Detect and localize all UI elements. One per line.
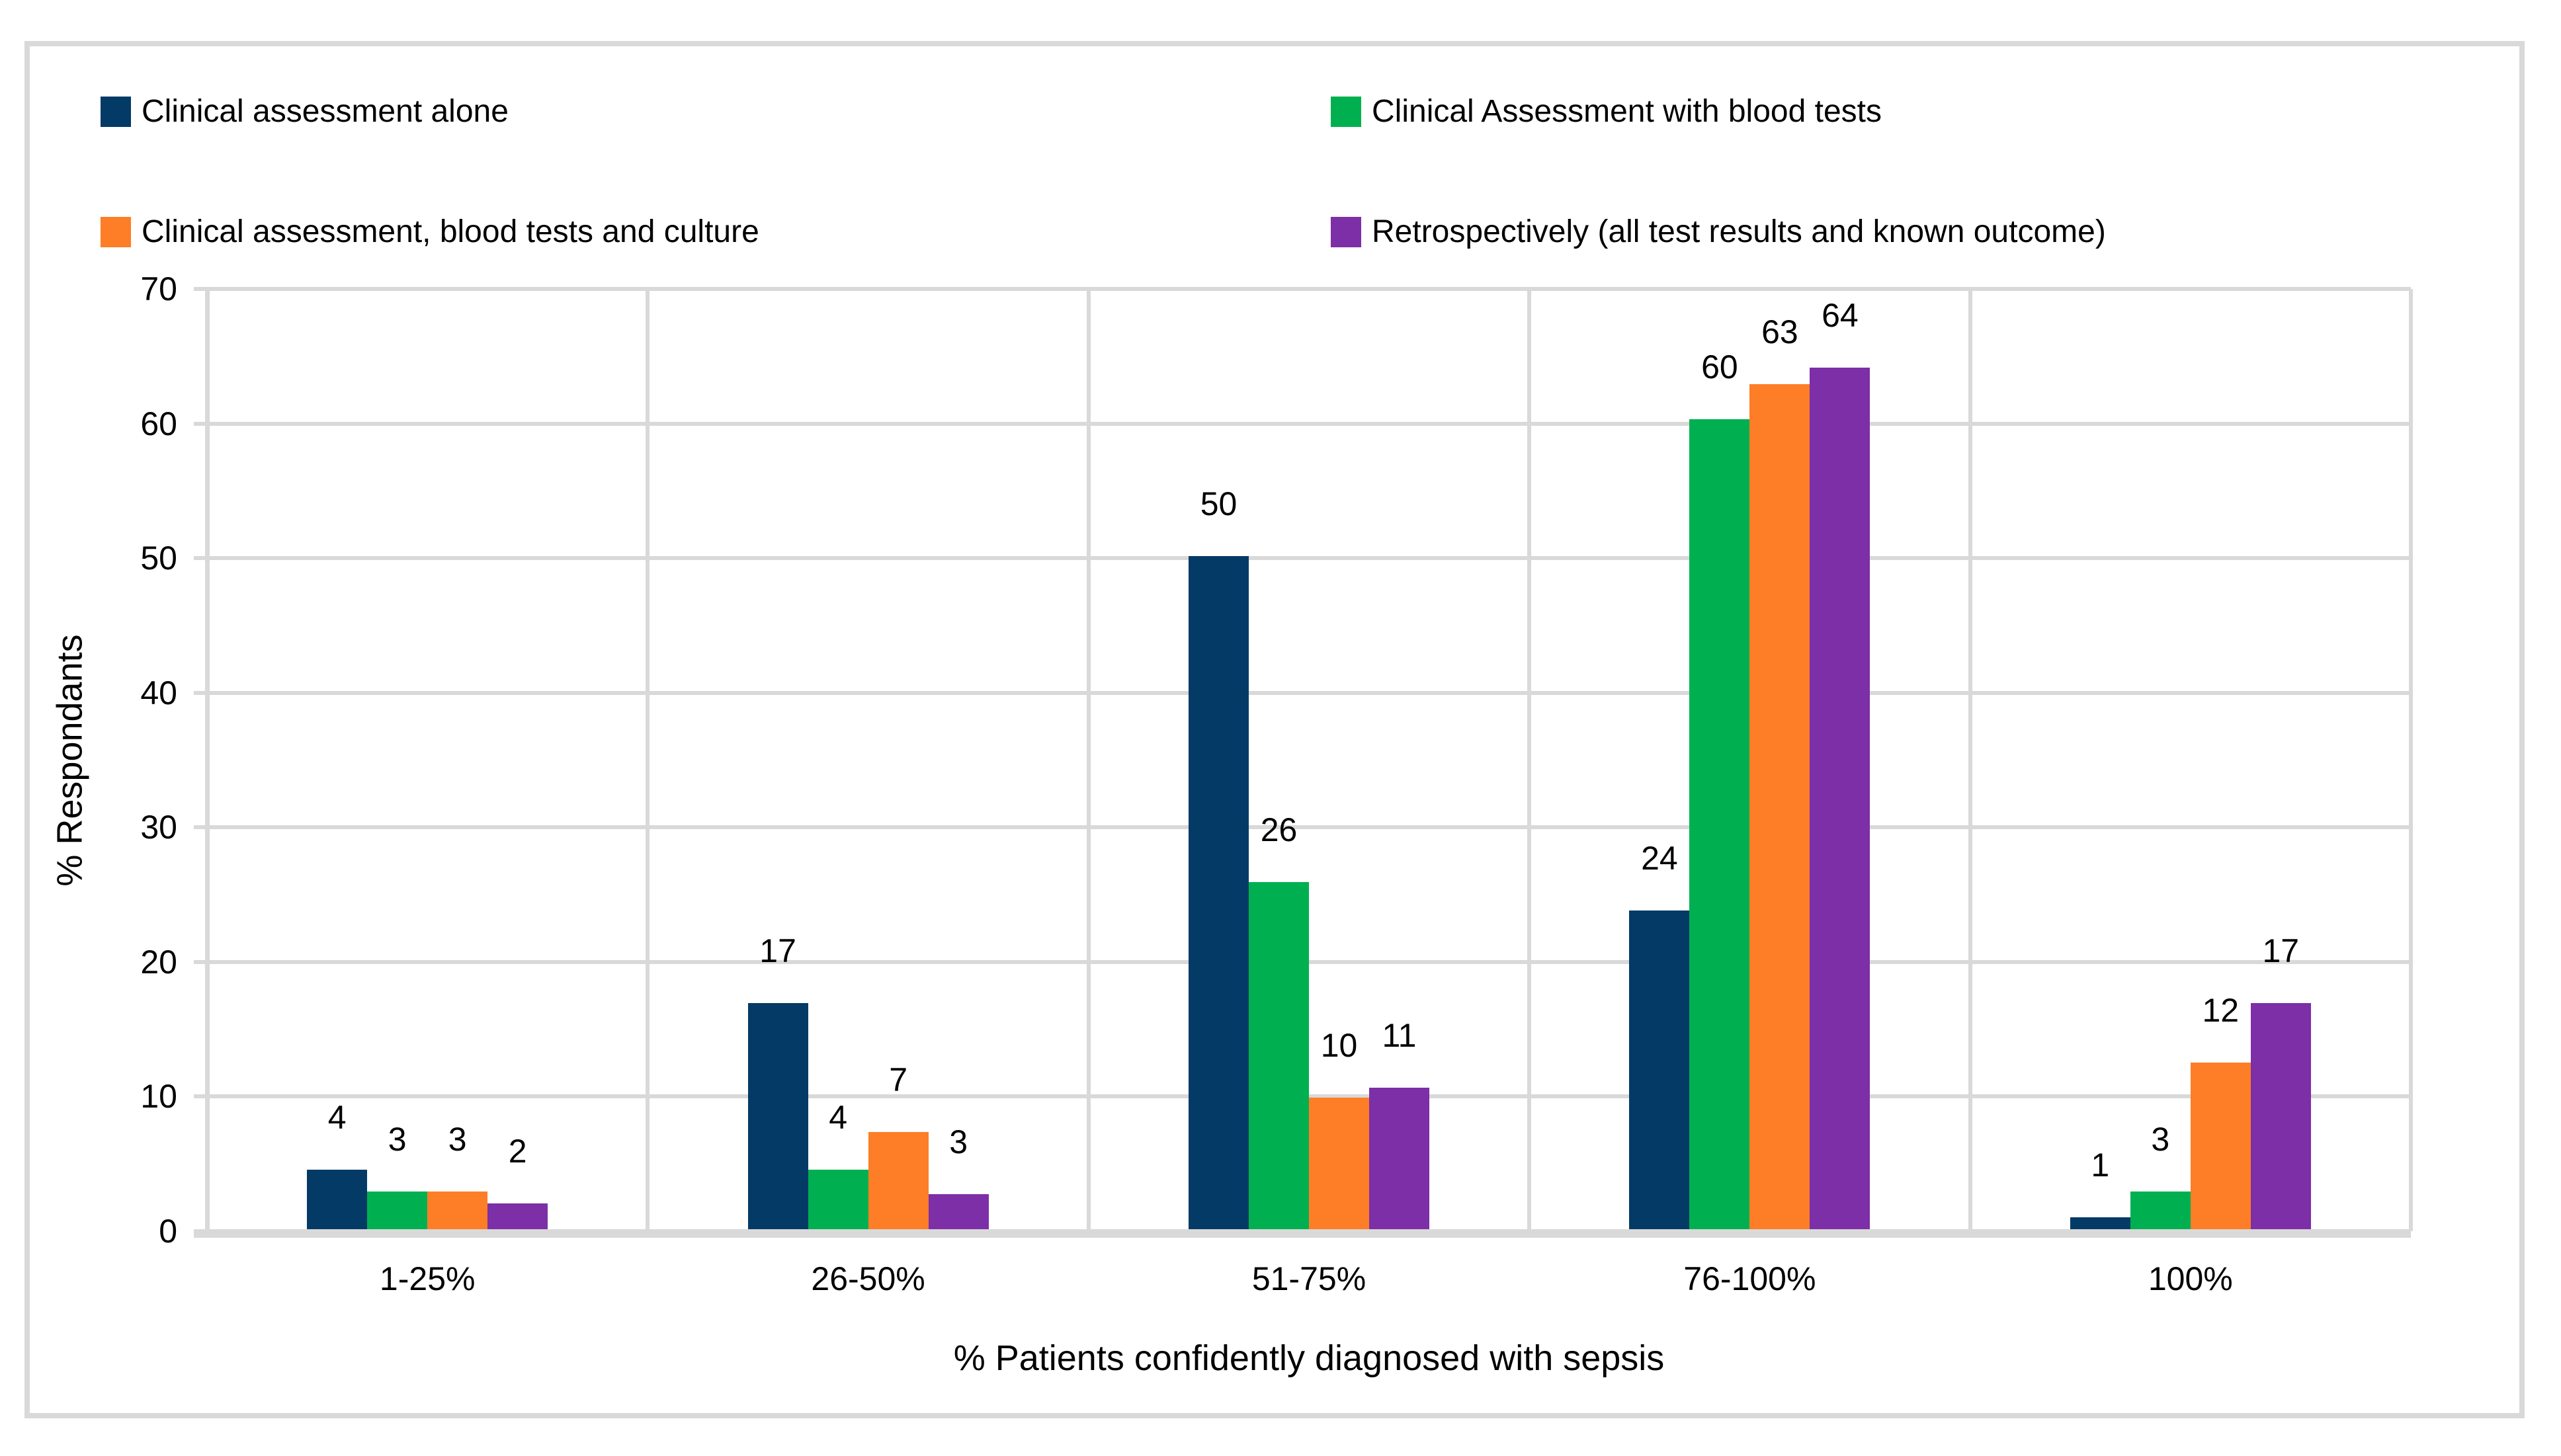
y-tick-label: 30 [140,809,177,846]
bar-value-label: 60 [1701,348,1738,385]
y-axis-line [205,289,210,1231]
y-tick-label: 60 [140,405,177,442]
bar-1-25%-series-0 [307,1170,368,1229]
y-tick-mark [194,421,207,426]
y-tick-mark [194,825,207,830]
y-tick-mark [194,1094,207,1099]
y-tick-mark [194,690,207,695]
bar-76-100%-series-3 [1810,368,1870,1229]
bar-value-label: 26 [1260,811,1298,848]
chart-frame: Clinical assessment alone Clinical Assess… [24,41,2525,1418]
category-label-26-50%: 26-50% [811,1260,925,1297]
bar-value-label: 17 [2262,932,2300,969]
bar-100%-series-1 [2130,1192,2191,1229]
legend-swatch-icon [101,97,131,127]
y-tick-mark [194,287,207,291]
bar-value-label: 24 [1641,839,1678,877]
legend-item-0: Clinical assessment alone [101,93,509,131]
y-tick-label: 20 [140,943,177,981]
bar-1-25%-series-2 [427,1192,488,1229]
legend-item-2: Clinical assessment, blood tests and cul… [101,213,759,251]
bar-value-label: 11 [1382,1017,1417,1055]
bar-26-50%-series-2 [868,1132,929,1229]
gridline-vertical [1086,289,1091,1231]
bar-value-label: 3 [949,1123,968,1161]
y-tick-label: 40 [140,674,177,711]
gridline-horizontal [207,421,2411,426]
gridline-horizontal [207,959,2411,964]
bar-value-label: 10 [1320,1026,1358,1064]
bar-51-75%-series-0 [1189,556,1249,1229]
x-axis-line [194,1229,2411,1238]
gridline-vertical [2409,289,2413,1231]
y-tick-mark [194,959,207,964]
y-tick-label: 0 [159,1213,177,1250]
legend-item-1: Clinical Assessment with blood tests [1331,93,1882,131]
bar-value-label: 4 [327,1099,347,1137]
bar-100%-series-3 [2250,1003,2311,1229]
bar-100%-series-2 [2190,1062,2251,1229]
legend-swatch-icon [101,217,131,247]
gridline-horizontal [207,690,2411,695]
bar-1-25%-series-1 [367,1192,428,1229]
category-label-51-75%: 51-75% [1251,1260,1366,1297]
bar-51-75%-series-2 [1309,1097,1369,1229]
legend-label: Clinical Assessment with blood tests [1372,94,1882,129]
bar-1-25%-series-3 [487,1203,548,1229]
gridline-vertical [1527,289,1532,1231]
gridline-horizontal [207,1094,2411,1099]
legend-swatch-icon [1331,217,1361,247]
bar-51-75%-series-3 [1369,1088,1429,1229]
bar-value-label: 4 [829,1099,847,1137]
gridline-vertical [1968,289,1972,1231]
bar-100%-series-0 [2070,1217,2130,1229]
gridline-vertical [646,289,650,1231]
legend-swatch-icon [1331,97,1361,127]
legend-label: Clinical assessment alone [142,94,509,129]
y-tick-label: 10 [140,1078,177,1115]
bar-value-label: 3 [388,1121,407,1158]
gridline-horizontal [207,825,2411,830]
y-tick-mark [194,556,207,561]
bar-value-label: 17 [759,932,796,969]
bar-value-label: 50 [1200,485,1238,523]
bar-26-50%-series-0 [747,1003,808,1229]
bar-value-label: 64 [1822,297,1859,335]
legend-label: Clinical assessment, blood tests and cul… [142,214,759,249]
category-label-76-100%: 76-100% [1683,1260,1816,1297]
x-axis-title: % Patients confidently diagnosed with se… [953,1338,1665,1378]
bar-value-label: 2 [508,1133,527,1170]
gridline-horizontal [207,556,2411,561]
y-tick-label: 50 [140,540,177,577]
legend-label: Retrospectively (all test results and kn… [1372,214,2106,249]
legend-item-3: Retrospectively (all test results and kn… [1331,213,2106,251]
bar-value-label: 63 [1761,313,1798,350]
bar-76-100%-series-2 [1749,384,1810,1229]
bar-value-label: 3 [2151,1121,2170,1158]
category-label-1-25%: 1-25% [379,1260,476,1297]
bar-26-50%-series-3 [928,1194,989,1229]
bar-51-75%-series-1 [1249,881,1309,1229]
gridline-horizontal [207,287,2411,291]
bar-76-100%-series-1 [1689,419,1750,1229]
bar-26-50%-series-1 [808,1170,868,1229]
bar-value-label: 3 [448,1121,467,1158]
bar-value-label: 7 [889,1061,907,1099]
bar-value-label: 12 [2202,991,2240,1029]
y-tick-label: 70 [140,270,177,307]
bar-76-100%-series-0 [1629,910,1690,1229]
bar-value-label: 1 [2091,1146,2110,1184]
category-label-100%: 100% [2148,1260,2233,1297]
